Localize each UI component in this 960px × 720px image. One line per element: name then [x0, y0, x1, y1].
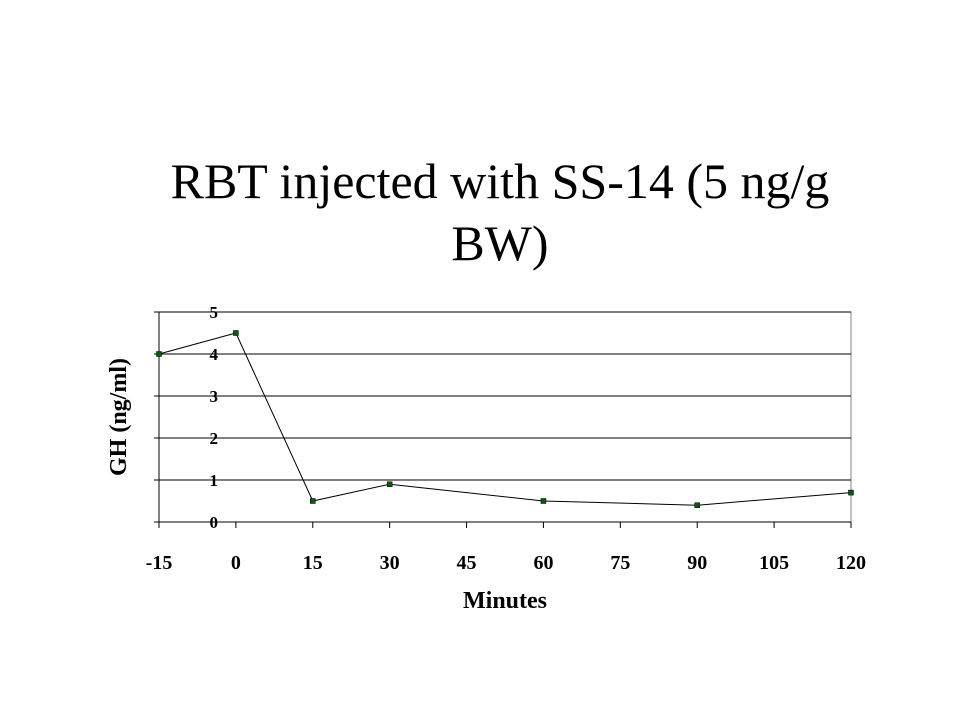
data-point: [156, 351, 162, 357]
y-tick-label: 3: [210, 387, 219, 406]
data-point: [386, 481, 393, 487]
x-tick-marks: [158, 522, 852, 528]
x-tick-label: 60: [533, 552, 553, 574]
data-point: [540, 498, 547, 504]
x-tick-label: 30: [380, 552, 400, 574]
x-tick-label: 15: [303, 552, 323, 574]
y-tick-label: 0: [210, 513, 219, 532]
x-tick-label: -15: [146, 552, 173, 574]
y-tick-label: 5: [210, 303, 219, 322]
plot-border: [158, 311, 852, 523]
series-line: [158, 332, 852, 506]
x-tick-label: 90: [687, 552, 707, 574]
x-tick-label: 105: [759, 552, 789, 574]
gridlines: [159, 311, 851, 481]
y-tick-label: 2: [210, 429, 219, 448]
data-point: [310, 498, 316, 504]
x-tick-label: 0: [231, 552, 241, 574]
x-axis-title: Minutes: [463, 588, 547, 614]
data-point: [233, 330, 239, 336]
x-tick-label: 75: [610, 552, 630, 574]
data-point: [694, 502, 700, 508]
slide-title: RBT injected with SS-14 (5 ng/g BW): [170, 153, 830, 271]
y-tick-marks: [154, 311, 159, 523]
x-tick-label: 45: [457, 552, 477, 574]
data-point: [848, 489, 854, 496]
y-axis-title: GH (ng/ml): [106, 358, 132, 476]
plot-area: [154, 311, 852, 528]
y-tick-labels: 0 1 2 3 4 5: [210, 303, 219, 532]
x-tick-labels: -15 0 15 30 45 60 75 90 105 120: [146, 552, 866, 574]
series-gh: [156, 330, 854, 508]
y-tick-label: 4: [210, 345, 219, 364]
y-tick-label: 1: [210, 471, 219, 490]
x-tick-label: 120: [836, 552, 866, 574]
